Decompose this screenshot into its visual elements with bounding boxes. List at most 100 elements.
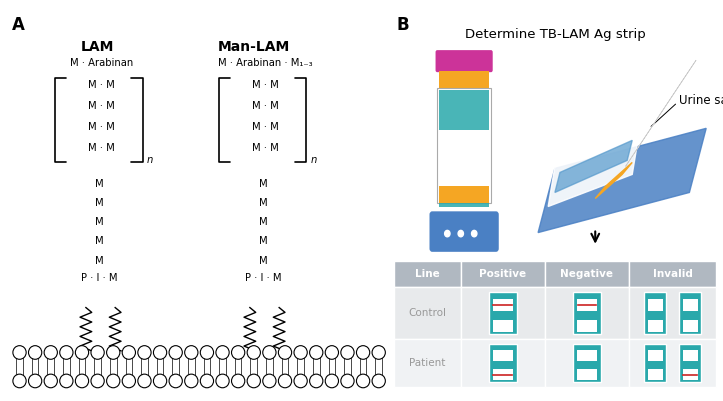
Polygon shape (538, 128, 706, 233)
Bar (344, 352, 351, 381)
Circle shape (122, 346, 135, 359)
Bar (577, 350, 597, 361)
Bar (266, 352, 273, 381)
Bar (461, 339, 545, 387)
Bar (219, 352, 226, 381)
Bar (493, 320, 513, 332)
Text: B: B (397, 16, 409, 34)
Circle shape (106, 346, 120, 359)
Circle shape (122, 374, 135, 388)
Bar (577, 299, 597, 311)
Bar (126, 352, 132, 381)
Text: n: n (147, 156, 153, 166)
Circle shape (138, 374, 151, 388)
Circle shape (325, 346, 338, 359)
Bar (683, 369, 698, 380)
Bar (489, 292, 517, 334)
Bar (644, 344, 666, 382)
Text: n: n (310, 156, 317, 166)
Circle shape (13, 346, 26, 359)
Bar (573, 292, 601, 334)
Bar (94, 352, 101, 381)
FancyBboxPatch shape (429, 211, 499, 252)
Text: M · M: M · M (252, 122, 279, 132)
Text: Negative: Negative (560, 269, 613, 279)
Text: M · M: M · M (252, 143, 279, 153)
Text: M: M (260, 178, 268, 188)
Bar (313, 352, 320, 381)
Bar (493, 369, 513, 380)
Bar (172, 352, 179, 381)
Bar (79, 352, 85, 381)
Bar (439, 150, 489, 172)
Bar (439, 71, 489, 88)
Text: Invalid: Invalid (653, 269, 693, 279)
Text: Line: Line (415, 269, 440, 279)
Bar (683, 320, 698, 332)
Circle shape (372, 346, 385, 359)
Circle shape (309, 346, 323, 359)
Bar (644, 292, 666, 334)
Text: M: M (260, 198, 268, 208)
Bar (297, 352, 304, 381)
Text: LAM: LAM (81, 40, 114, 54)
Circle shape (356, 374, 369, 388)
Text: Determine TB-LAM Ag strip: Determine TB-LAM Ag strip (465, 28, 646, 41)
Circle shape (216, 346, 229, 359)
Circle shape (75, 346, 89, 359)
Circle shape (278, 346, 291, 359)
Bar (157, 352, 163, 381)
Bar (489, 344, 517, 382)
Text: M: M (260, 217, 268, 227)
Circle shape (445, 230, 450, 237)
FancyBboxPatch shape (435, 50, 492, 72)
Bar (629, 261, 716, 287)
Circle shape (200, 374, 213, 388)
Circle shape (91, 374, 104, 388)
Circle shape (341, 346, 354, 359)
Bar (393, 287, 461, 339)
Text: M: M (95, 178, 104, 188)
Circle shape (60, 346, 73, 359)
Text: M · Arabinan · M₁₋₃: M · Arabinan · M₁₋₃ (218, 58, 313, 68)
Bar (360, 352, 367, 381)
Bar (629, 287, 716, 339)
Polygon shape (548, 134, 639, 207)
Circle shape (471, 230, 477, 237)
Bar (439, 150, 489, 168)
Bar (680, 292, 701, 334)
Bar (680, 344, 701, 382)
Circle shape (356, 346, 369, 359)
Bar (439, 188, 489, 207)
Bar (629, 339, 716, 387)
Bar (63, 352, 69, 381)
Circle shape (184, 374, 198, 388)
Circle shape (138, 346, 151, 359)
Bar (493, 350, 513, 361)
Bar (439, 90, 489, 130)
Text: Man-LAM: Man-LAM (218, 40, 290, 54)
Circle shape (184, 346, 198, 359)
Text: M · M: M · M (88, 143, 115, 153)
Polygon shape (595, 162, 632, 198)
Circle shape (75, 374, 89, 388)
Bar (393, 261, 461, 287)
Circle shape (231, 374, 245, 388)
Bar (375, 352, 382, 381)
Bar (141, 352, 147, 381)
Polygon shape (625, 60, 696, 166)
Circle shape (262, 374, 276, 388)
Circle shape (262, 346, 276, 359)
Bar (48, 352, 54, 381)
Circle shape (247, 374, 260, 388)
Text: M · Arabinan: M · Arabinan (70, 58, 133, 68)
Bar (393, 339, 461, 387)
Bar (545, 287, 629, 339)
Text: M: M (260, 255, 268, 265)
Bar (648, 299, 662, 311)
Circle shape (372, 374, 385, 388)
Text: Positive: Positive (479, 269, 526, 279)
Circle shape (200, 346, 213, 359)
Bar (545, 261, 629, 287)
Circle shape (247, 346, 260, 359)
